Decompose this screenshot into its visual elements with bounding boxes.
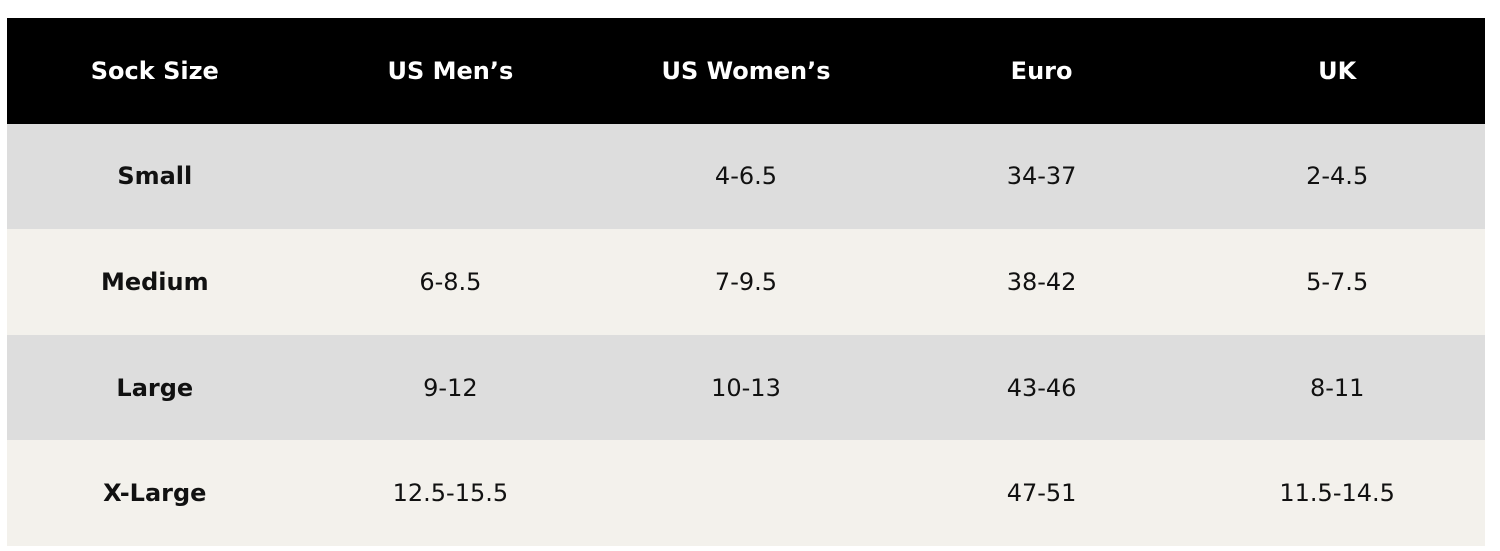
table-cell: 5-7.5 (1306, 267, 1369, 296)
table-cell: 12.5-15.5 (392, 479, 509, 508)
row-label: X-Large (103, 479, 207, 508)
header-cell: UK (1318, 56, 1357, 85)
table-cell: 10-13 (711, 373, 781, 402)
table-cell: 8-11 (1309, 373, 1365, 402)
table-cell (598, 440, 894, 546)
header-cell: US Men’s (387, 56, 514, 85)
table-row: Medium 6-8.5 7-9.5 38-42 5-7.5 (7, 229, 1485, 335)
table-cell: 43-46 (1006, 373, 1077, 402)
table-cell: 38-42 (1006, 267, 1077, 296)
table-cell: 6-8.5 (419, 267, 482, 296)
table-cell: 2-4.5 (1306, 162, 1369, 191)
table-cell: 7-9.5 (714, 267, 778, 296)
size-table: Sock Size US Men’s US Women’s Euro UK Small 4-… (7, 18, 1485, 546)
header-cell: Euro (1010, 56, 1073, 85)
row-label: Small (117, 162, 193, 191)
row-label: Medium (100, 267, 209, 296)
table-cell: 9-12 (423, 373, 478, 402)
header-cell: Sock Size (90, 56, 219, 85)
table-cell (303, 124, 599, 230)
header-row: Sock Size US Men’s US Women’s Euro UK (7, 18, 1485, 124)
row-label: Large (116, 373, 194, 402)
table-cell: 47-51 (1006, 479, 1077, 508)
table-row: Large 9-12 10-13 43-46 8-11 (7, 334, 1485, 441)
table-cell: 11.5-14.5 (1279, 479, 1395, 508)
table-cell: 4-6.5 (714, 162, 778, 191)
table-row: Small 4-6.5 34-37 2-4.5 (7, 123, 1485, 230)
header-cell: US Women’s (661, 56, 831, 85)
table-row: X-Large 12.5-15.5 47-51 11.5-14.5 (7, 440, 1485, 546)
table-cell: 34-37 (1006, 162, 1077, 191)
